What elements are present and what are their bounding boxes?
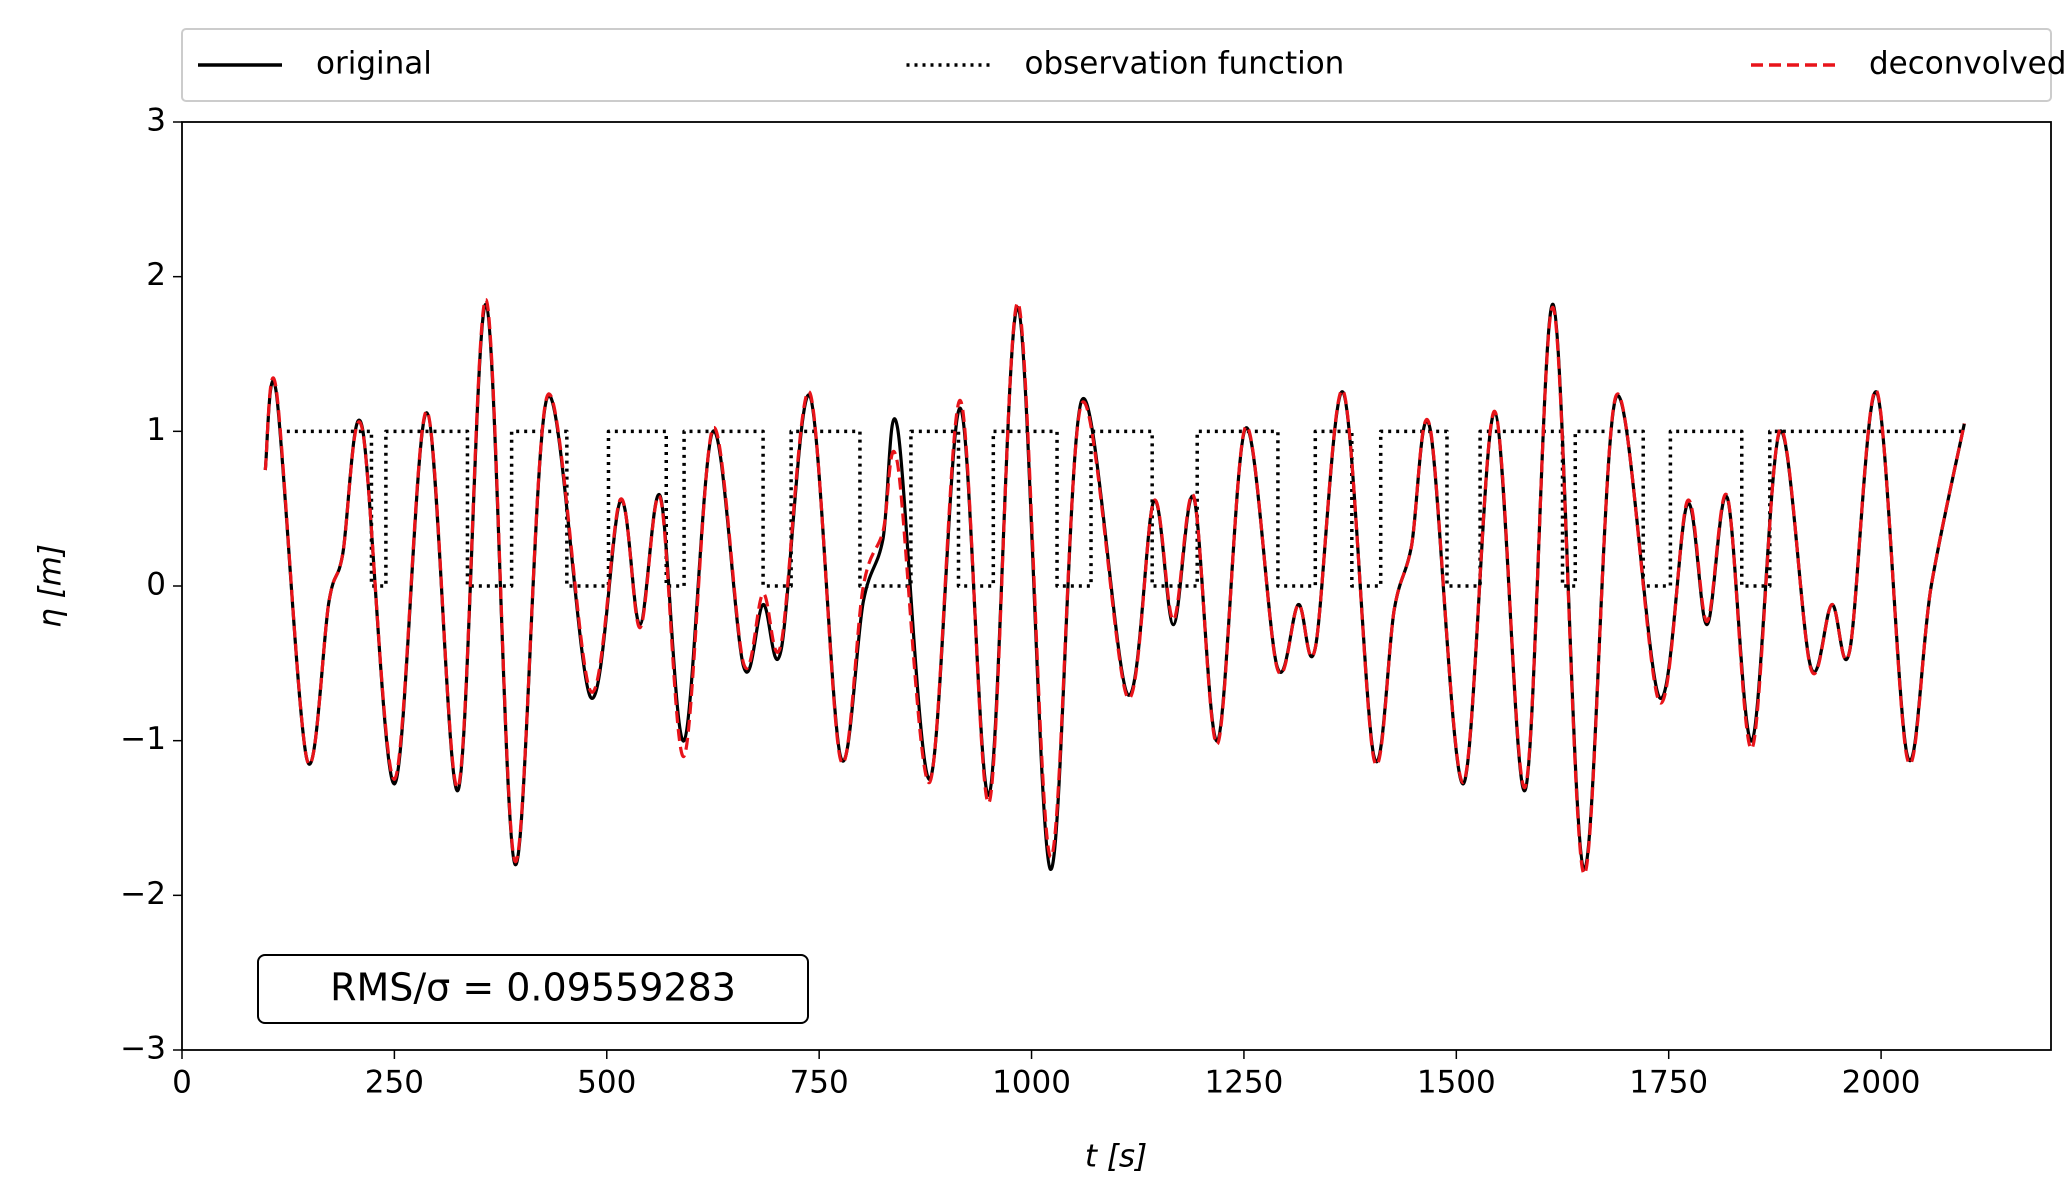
- x-tick-label: 500: [577, 1065, 636, 1101]
- y-tick-label: 2: [146, 257, 166, 293]
- y-tick-label: −2: [120, 876, 166, 912]
- y-tick-label: −3: [120, 1031, 166, 1067]
- x-axis-label: t [s]: [1085, 1139, 1147, 1175]
- y-tick-label: 1: [146, 412, 166, 448]
- y-axis-label: η [m]: [33, 544, 69, 628]
- x-tick-label: 250: [365, 1065, 424, 1101]
- plot-frame: [181, 121, 2052, 1051]
- x-tick-label: 1500: [1417, 1065, 1496, 1101]
- data-line: [278, 429, 1967, 588]
- x-tick-label: 1000: [992, 1065, 1071, 1101]
- data-line: [263, 302, 1966, 871]
- legend-label: deconvolved: [1869, 46, 2066, 82]
- x-tick-label: 750: [790, 1065, 849, 1101]
- legend-label: observation function: [1025, 46, 1345, 82]
- data-line: [263, 298, 1966, 876]
- x-tick-label: 1750: [1629, 1065, 1708, 1101]
- x-tick-label: 2000: [1842, 1065, 1921, 1101]
- annotation: RMS/σ = 0.09559283: [330, 966, 736, 1010]
- x-tick-label: 1250: [1204, 1065, 1283, 1101]
- annotation-box: [257, 954, 809, 1024]
- legend-box: [181, 28, 2052, 102]
- y-tick-label: 0: [146, 567, 166, 603]
- x-tick-label: 0: [172, 1065, 192, 1101]
- legend-label: original: [316, 46, 432, 82]
- y-tick-label: −1: [120, 721, 166, 757]
- y-tick-label: 3: [146, 103, 166, 139]
